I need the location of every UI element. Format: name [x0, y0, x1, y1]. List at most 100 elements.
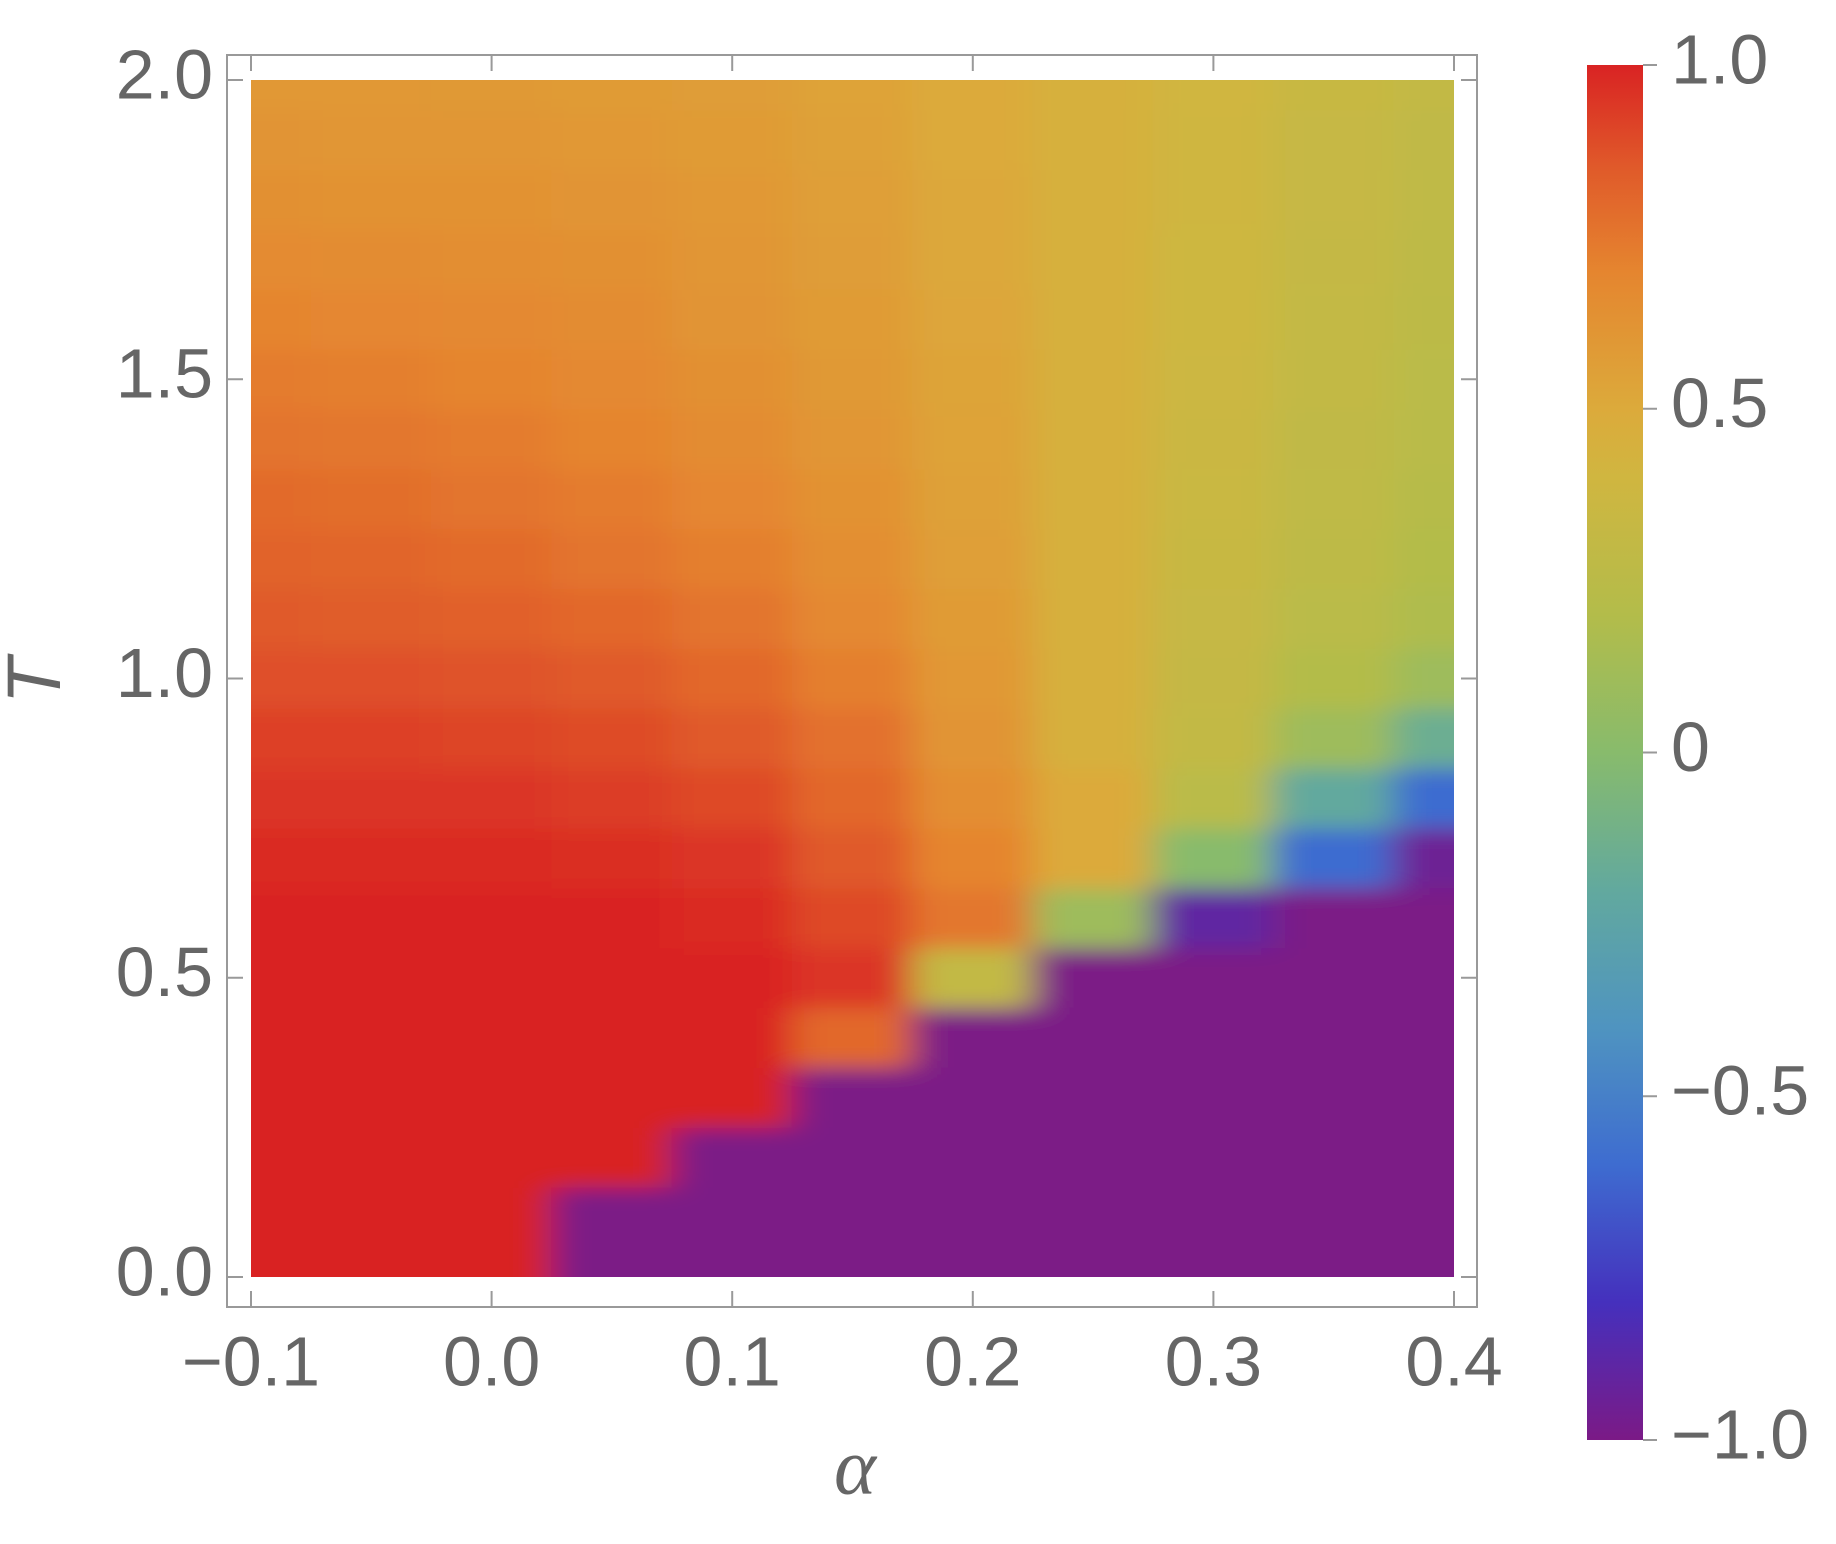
heat-cell — [912, 408, 1034, 470]
heat-cell — [671, 1246, 793, 1277]
heat-cell — [912, 1126, 1034, 1188]
heat-cell — [671, 408, 793, 470]
heat-cell — [1032, 109, 1154, 171]
heat-cell — [791, 767, 914, 829]
heat-cell — [1152, 288, 1275, 350]
heat-cell — [1393, 229, 1454, 290]
heat-cell — [1393, 80, 1454, 111]
heat-cell — [551, 1067, 673, 1128]
heat-cell — [310, 1067, 432, 1128]
heat-cell — [1152, 1186, 1275, 1248]
heat-cell — [1393, 588, 1454, 650]
heat-cell — [671, 1007, 793, 1069]
heat-cell — [912, 1246, 1034, 1277]
heat-cell — [1393, 528, 1454, 590]
heat-cell — [1273, 1067, 1395, 1128]
heat-cell — [1393, 827, 1454, 889]
heat-cell — [251, 947, 312, 1009]
heat-cell — [310, 80, 432, 111]
heat-cell — [1273, 887, 1395, 949]
heat-cell — [251, 1067, 312, 1128]
heatmap — [251, 80, 1454, 1277]
y-tick-label: 1.5 — [116, 335, 213, 413]
heat-cell — [251, 827, 312, 889]
heat-cell — [1273, 408, 1395, 470]
heat-cell — [791, 1007, 914, 1069]
heat-cell — [251, 1186, 312, 1248]
heat-cell — [912, 80, 1034, 111]
heat-cell — [671, 80, 793, 111]
plot-frame — [226, 54, 1478, 1308]
heat-cell — [1032, 1186, 1154, 1248]
heat-cell — [1273, 109, 1395, 171]
heat-cell — [251, 468, 312, 530]
heat-cell — [310, 528, 432, 590]
plot-area — [251, 80, 1454, 1277]
heat-cell — [1032, 348, 1154, 410]
colorbar-tick-label: −0.5 — [1671, 1052, 1809, 1130]
heat-cell — [912, 348, 1034, 410]
heat-cell — [1152, 408, 1275, 470]
heat-cell — [251, 707, 312, 769]
heat-cell — [1032, 1126, 1154, 1188]
heat-cell — [310, 1126, 432, 1188]
heat-cell — [671, 887, 793, 949]
y-tick-label: 2.0 — [116, 35, 213, 113]
heat-cell — [1393, 1067, 1454, 1128]
heat-cell — [1273, 827, 1395, 889]
heat-cell — [791, 648, 914, 709]
heat-cell — [1273, 767, 1395, 829]
heat-cell — [310, 767, 432, 829]
heat-cell — [791, 288, 914, 350]
heat-cell — [912, 169, 1034, 231]
heat-cell — [310, 648, 432, 709]
heat-cell — [551, 1246, 673, 1277]
heat-cell — [430, 109, 553, 171]
heat-cell — [1273, 229, 1395, 290]
heat-cell — [791, 707, 914, 769]
heat-cell — [310, 887, 432, 949]
heat-cell — [251, 348, 312, 410]
heat-cell — [1032, 588, 1154, 650]
heat-cell — [1393, 707, 1454, 769]
heat-cell — [1273, 528, 1395, 590]
heat-cell — [1032, 887, 1154, 949]
heat-cell — [310, 827, 432, 889]
heat-cell — [912, 468, 1034, 530]
heat-cell — [251, 1126, 312, 1188]
heat-cell — [671, 288, 793, 350]
heat-cell — [251, 887, 312, 949]
heat-cell — [1032, 169, 1154, 231]
heat-cell — [671, 348, 793, 410]
heat-cell — [251, 1246, 312, 1277]
heat-cell — [1152, 348, 1275, 410]
heat-cell — [791, 109, 914, 171]
heat-cell — [251, 408, 312, 470]
heat-cell — [551, 588, 673, 650]
heat-cell — [251, 109, 312, 171]
heat-cell — [1032, 229, 1154, 290]
heat-cell — [912, 528, 1034, 590]
heat-cell — [1032, 1246, 1154, 1277]
heat-cell — [310, 348, 432, 410]
heat-cell — [1152, 1246, 1275, 1277]
heat-cell — [551, 528, 673, 590]
heat-cell — [791, 588, 914, 650]
heat-cell — [251, 1007, 312, 1069]
heat-cell — [791, 827, 914, 889]
heat-cell — [551, 947, 673, 1009]
heat-cell — [791, 1246, 914, 1277]
heat-cell — [1393, 109, 1454, 171]
heat-cell — [430, 229, 553, 290]
heat-cell — [791, 229, 914, 290]
heat-cell — [912, 1007, 1034, 1069]
heat-cell — [1273, 169, 1395, 231]
heat-cell — [1273, 1126, 1395, 1188]
heat-cell — [430, 169, 553, 231]
heat-cell — [912, 707, 1034, 769]
heat-cell — [430, 468, 553, 530]
heat-cell — [1032, 767, 1154, 829]
heat-cell — [1273, 468, 1395, 530]
heat-cell — [791, 348, 914, 410]
heat-cell — [912, 288, 1034, 350]
